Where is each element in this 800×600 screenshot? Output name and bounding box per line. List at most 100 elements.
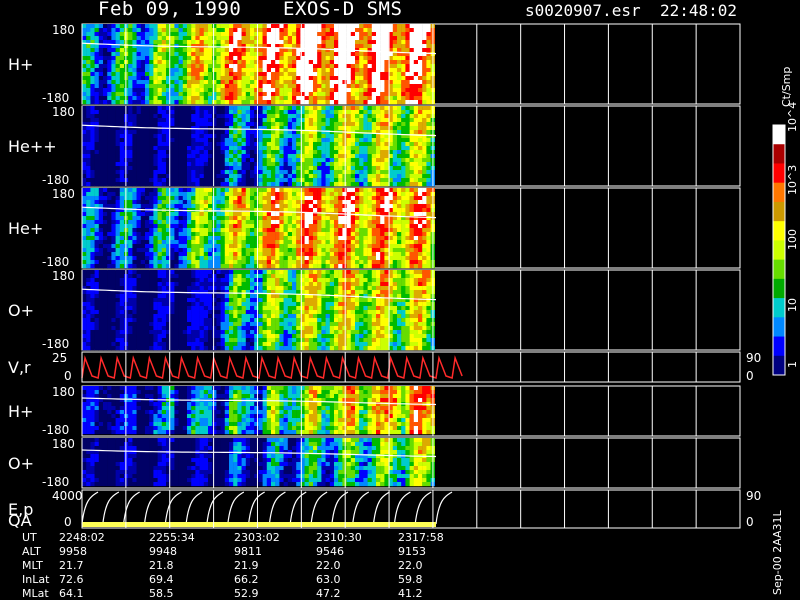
- heatmap-cell: [140, 122, 146, 127]
- heatmap-cell: [182, 48, 188, 53]
- heatmap-cell: [321, 182, 326, 187]
- heatmap-cell: [397, 228, 402, 233]
- heatmap-cell: [367, 196, 372, 201]
- heatmap-cell: [195, 264, 200, 269]
- heatmap-cell: [170, 170, 175, 175]
- heatmap-cell: [229, 68, 234, 73]
- heatmap-cell: [212, 220, 217, 225]
- heatmap-cell: [321, 52, 326, 57]
- heatmap-cell: [254, 204, 259, 209]
- heatmap-cell: [275, 114, 280, 119]
- heatmap-cell: [413, 192, 419, 197]
- heatmap-cell: [426, 110, 431, 115]
- heatmap-cell: [388, 118, 393, 123]
- heatmap-cell: [388, 80, 393, 85]
- heatmap-cell: [208, 88, 213, 93]
- heatmap-cell: [359, 84, 364, 89]
- heatmap-cell: [161, 130, 167, 135]
- heatmap-cell: [174, 72, 179, 77]
- heatmap-cell: [157, 40, 162, 45]
- heatmap-cell: [271, 80, 276, 85]
- heatmap-cell: [342, 68, 347, 73]
- heatmap-cell: [304, 252, 309, 257]
- heatmap-cell: [371, 110, 377, 115]
- heatmap-cell: [367, 182, 372, 187]
- heatmap-cell: [174, 158, 179, 163]
- heatmap-cell: [161, 118, 167, 123]
- heatmap-cell: [195, 256, 200, 261]
- heatmap-cell: [287, 84, 293, 89]
- heatmap-cell: [338, 92, 343, 97]
- heatmap-cell: [224, 244, 230, 249]
- heatmap-cell: [271, 170, 276, 175]
- heatmap-cell: [254, 138, 259, 143]
- heatmap-cell: [212, 134, 217, 139]
- heatmap-cell: [170, 130, 175, 135]
- heatmap-cell: [107, 56, 112, 61]
- heatmap-cell: [380, 240, 385, 245]
- heatmap-cell: [178, 72, 183, 77]
- heatmap-cell: [325, 162, 330, 167]
- heatmap-cell: [304, 240, 309, 245]
- heatmap-cell: [325, 44, 330, 49]
- heatmap-cell: [371, 154, 377, 159]
- heatmap-cell: [157, 192, 162, 197]
- heatmap-cell: [413, 40, 419, 45]
- heatmap-cell: [300, 88, 305, 93]
- heatmap-cell: [233, 174, 238, 179]
- heatmap-cell: [86, 154, 91, 159]
- heatmap-cell: [321, 36, 326, 41]
- heatmap-cell: [136, 106, 141, 111]
- heatmap-cell: [258, 142, 263, 147]
- heatmap-cell: [157, 232, 162, 237]
- heatmap-cell: [287, 228, 293, 233]
- heatmap-cell: [313, 196, 318, 201]
- heatmap-cell: [153, 220, 158, 225]
- heatmap-cell: [166, 106, 171, 111]
- heatmap-cell: [313, 114, 318, 119]
- heatmap-cell: [250, 260, 255, 265]
- heatmap-cell: [166, 92, 171, 97]
- heatmap-cell: [363, 100, 368, 105]
- heatmap-cell: [321, 158, 326, 163]
- heatmap-cell: [178, 88, 183, 93]
- heatmap-cell: [346, 24, 351, 29]
- heatmap-cell: [405, 130, 410, 135]
- heatmap-cell: [170, 166, 175, 171]
- heatmap-cell: [245, 162, 251, 167]
- heatmap-cell: [98, 60, 104, 65]
- heatmap-cell: [413, 178, 419, 183]
- heatmap-cell: [355, 240, 360, 245]
- heatmap-cell: [409, 32, 414, 37]
- heatmap-cell: [174, 68, 179, 73]
- heatmap-cell: [258, 158, 263, 163]
- heatmap-cell: [363, 188, 368, 193]
- heatmap-cell: [115, 44, 120, 49]
- heatmap-cell: [132, 204, 137, 209]
- heatmap-cell: [401, 114, 406, 119]
- heatmap-cell: [128, 166, 133, 171]
- heatmap-cell: [149, 228, 154, 233]
- heatmap-cell: [401, 166, 406, 171]
- heatmap-cell: [355, 92, 360, 97]
- heatmap-cell: [107, 244, 112, 249]
- heatmap-cell: [359, 24, 364, 29]
- heatmap-cell: [405, 106, 410, 111]
- heatmap-cell: [250, 192, 255, 197]
- heatmap-cell: [212, 216, 217, 221]
- heatmap-cell: [82, 96, 87, 101]
- heatmap-cell: [86, 36, 91, 41]
- heatmap-cell: [283, 200, 288, 205]
- heatmap-cell: [132, 114, 137, 119]
- heatmap-cell: [401, 122, 406, 127]
- heatmap-cell: [300, 260, 305, 265]
- heatmap-cell: [384, 114, 389, 119]
- heatmap-cell: [376, 256, 381, 261]
- heatmap-cell: [212, 204, 217, 209]
- heatmap-cell: [376, 118, 381, 123]
- heatmap-cell: [296, 166, 301, 171]
- heatmap-cell: [195, 100, 200, 105]
- heatmap-cell: [334, 260, 339, 265]
- heatmap-cell: [388, 68, 393, 73]
- heatmap-cell: [300, 28, 305, 33]
